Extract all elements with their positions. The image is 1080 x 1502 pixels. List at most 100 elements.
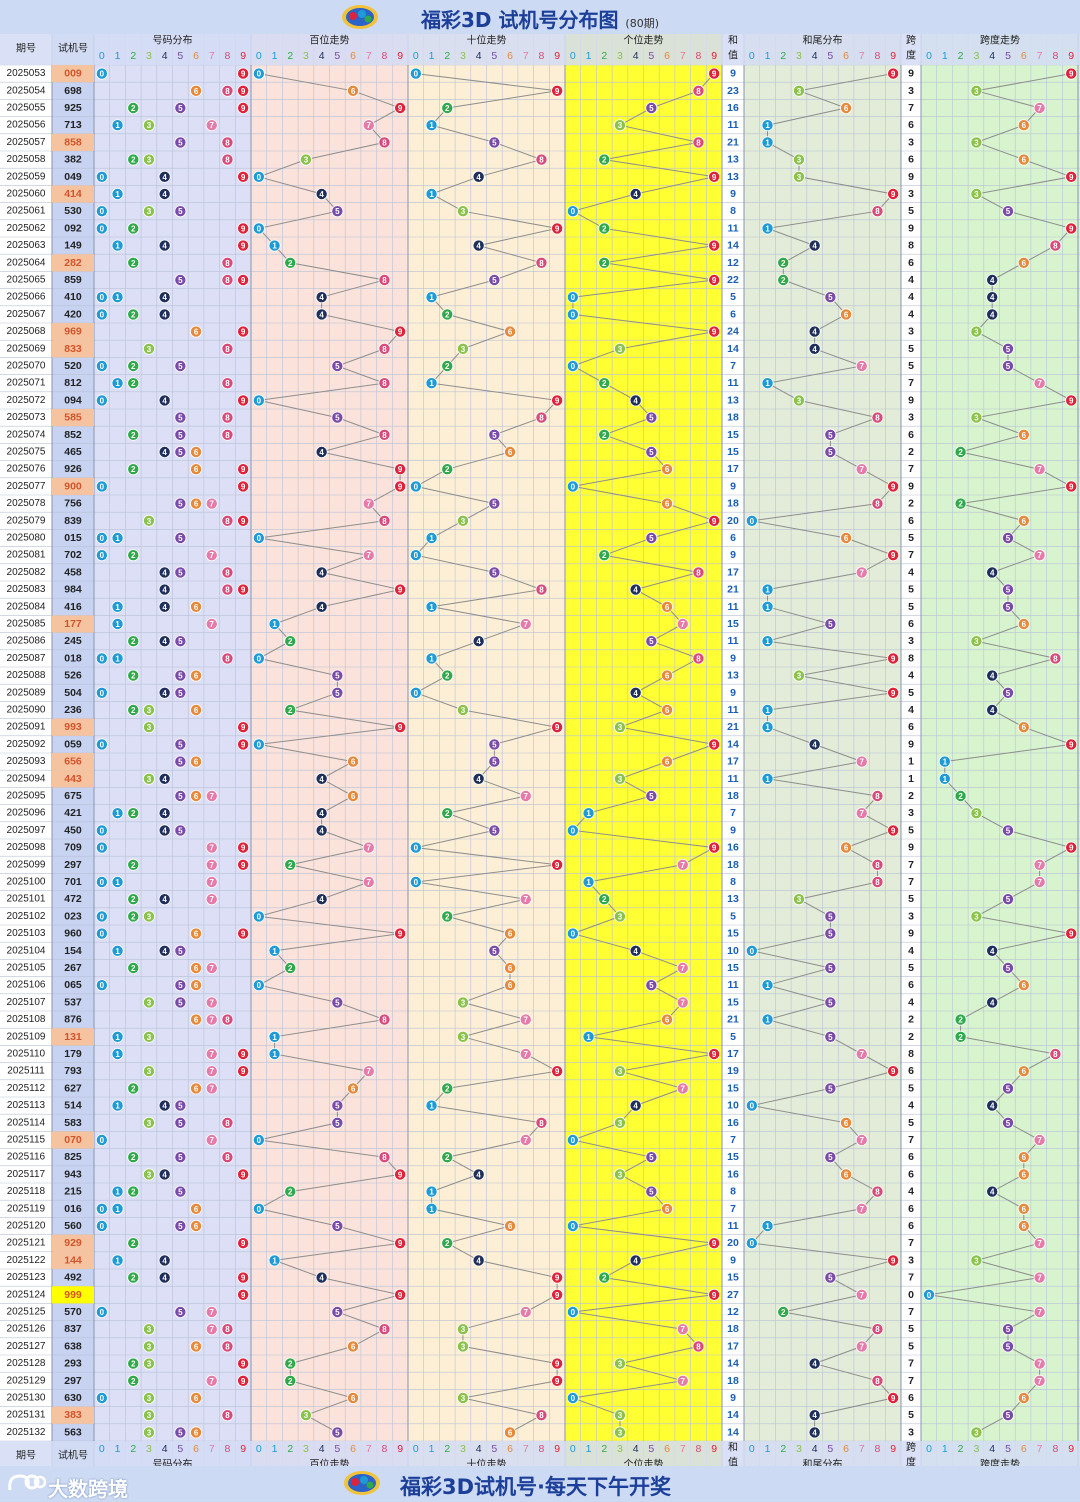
sum-tail-ball-label: 7 — [860, 568, 865, 577]
dist-ball — [158, 1254, 171, 1267]
tens-ball-label: 5 — [492, 740, 497, 749]
dist-ball — [221, 377, 234, 390]
header-digit: 9 — [397, 1443, 403, 1455]
header-digit: 7 — [366, 1443, 372, 1455]
dist-ball-label: 5 — [178, 1428, 183, 1437]
number-cell: 420 — [64, 308, 82, 320]
dist-ball-label: 1 — [115, 379, 120, 388]
number-highlight-group3 — [52, 770, 94, 788]
header-hundreds: 百位走势 — [310, 1458, 350, 1467]
header-digit: 1 — [765, 1443, 771, 1455]
hundreds-ball — [284, 858, 297, 871]
dist-ball — [95, 1306, 108, 1319]
dist-ball-label: 6 — [194, 1205, 199, 1214]
span-ball — [954, 790, 967, 803]
hundreds-ball-label: 7 — [367, 500, 372, 509]
header-dist: 号码分布 — [153, 1459, 193, 1467]
span-ball — [1033, 377, 1046, 390]
sum-tail-ball — [887, 1065, 900, 1078]
number-cell: 709 — [64, 842, 82, 854]
tens-ball — [551, 1374, 564, 1387]
dist-ball — [237, 1048, 250, 1061]
span-ball-label: 7 — [1037, 1360, 1042, 1369]
dist-ball-label: 9 — [241, 104, 246, 113]
units-ball-label: 6 — [665, 603, 670, 612]
header-number: 试机号 — [58, 42, 88, 55]
dist-ball — [205, 497, 218, 510]
units-ball-label: 4 — [633, 586, 638, 595]
dist-ball-label: 6 — [194, 1016, 199, 1025]
tens-ball-label: 2 — [445, 809, 450, 818]
sum-cell: 10 — [727, 1100, 739, 1112]
span-cell: 9 — [908, 171, 914, 183]
sum-tail-ball-label: 9 — [891, 1256, 896, 1265]
header-digit: 8 — [696, 1443, 702, 1455]
sum-cell: 23 — [727, 85, 739, 97]
number-cell: 015 — [64, 532, 82, 544]
sum-cell: 14 — [727, 1358, 739, 1370]
hundreds-ball — [252, 1134, 265, 1147]
tens-ball — [409, 686, 422, 699]
tens-ball — [488, 944, 501, 957]
sum-tail-ball — [745, 944, 758, 957]
span-ball-label: 6 — [1022, 1067, 1027, 1076]
header-bar: 福彩3D 试机号分布图 (80期) — [0, 0, 1080, 34]
number-cell: 016 — [64, 1203, 82, 1215]
hundreds-ball-label: 9 — [398, 1291, 403, 1300]
dist-ball — [237, 738, 250, 751]
hundreds-ball — [252, 67, 265, 80]
hundreds-ball-label: 2 — [288, 861, 293, 870]
units-ball — [645, 979, 658, 992]
sum-cell: 6 — [730, 308, 736, 320]
header-digit: 0 — [413, 1443, 419, 1455]
dist-ball — [127, 1151, 140, 1164]
sum-tail-ball — [761, 377, 774, 390]
span-cell: 3 — [908, 85, 914, 97]
tens-ball — [504, 962, 517, 975]
header-digit: 9 — [890, 1443, 896, 1455]
issue-cell: 2025102 — [7, 911, 46, 922]
number-cell: 993 — [64, 721, 82, 733]
sum-cell: 18 — [727, 859, 739, 871]
dist-ball-label: 3 — [147, 156, 152, 165]
hundreds-ball-label: 4 — [319, 895, 324, 904]
sum-tail-ball-label: 3 — [797, 156, 802, 165]
span-ball-label: 9 — [1069, 482, 1074, 491]
dist-ball — [127, 1271, 140, 1284]
tens-ball — [519, 1134, 532, 1147]
header-digit: 4 — [162, 1443, 168, 1455]
tens-ball — [425, 1099, 438, 1112]
sum-cell: 20 — [727, 1237, 739, 1249]
units-ball — [676, 962, 689, 975]
sum-tail-ball — [761, 600, 774, 613]
header-digit: 1 — [272, 50, 278, 62]
dist-ball-label: 7 — [210, 1308, 215, 1317]
sum-tail-ball-label: 4 — [812, 1411, 817, 1420]
hundreds-ball — [378, 377, 391, 390]
units-ball — [676, 1323, 689, 1336]
span-ball — [1017, 618, 1030, 631]
hundreds-ball-label: 8 — [382, 138, 387, 147]
sum-tail-ball — [871, 497, 884, 510]
dist-ball — [237, 394, 250, 407]
dist-ball-label: 9 — [241, 1377, 246, 1386]
tens-ball — [551, 721, 564, 734]
dist-ball-label: 1 — [115, 242, 120, 251]
hundreds-ball-label: 9 — [398, 104, 403, 113]
dist-ball-label: 9 — [241, 396, 246, 405]
header-digit: 0 — [99, 1443, 105, 1455]
units-ball — [708, 738, 721, 751]
header-digit: 2 — [130, 50, 136, 62]
dist-ball — [142, 342, 155, 355]
span-ball — [1002, 962, 1015, 975]
tens-ball-label: 9 — [555, 1274, 560, 1283]
sum-tail-ball-label: 8 — [875, 792, 880, 801]
dist-ball — [221, 428, 234, 441]
dist-ball-label: 8 — [225, 431, 230, 440]
tens-ball-label: 1 — [429, 654, 434, 663]
issue-cell: 2025081 — [7, 550, 46, 561]
sum-cell: 11 — [727, 222, 738, 234]
span-ball — [1017, 514, 1030, 527]
dist-ball-label: 2 — [131, 310, 136, 319]
tens-ball — [441, 359, 454, 372]
